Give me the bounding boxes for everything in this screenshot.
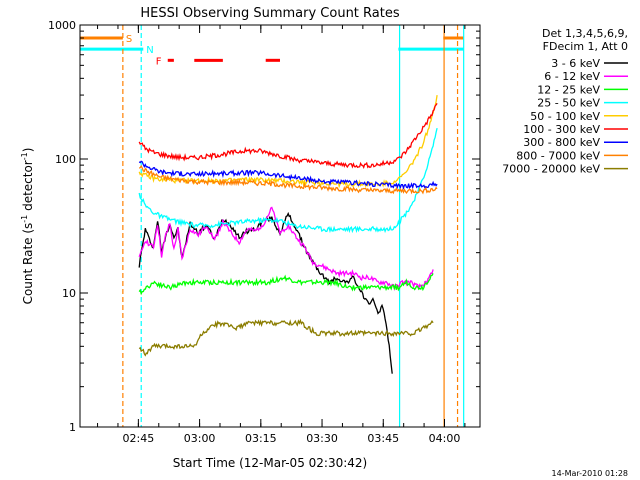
series-line-1 — [138, 206, 434, 292]
x-tick-label-5: 04:00 — [429, 432, 461, 445]
legend-label-6: 300 - 800 keV — [523, 136, 600, 149]
legend-label-1: 6 - 12 keV — [544, 70, 600, 83]
y-axis-label: Count Rate (s-1 detector-1) — [20, 148, 35, 305]
legend-label-0: 3 - 6 keV — [551, 57, 600, 70]
y-tick-label-2: 100 — [55, 153, 76, 166]
x-tick-label-3: 03:30 — [306, 432, 338, 445]
series-line-4 — [138, 94, 438, 189]
y-axis-label-sup2: -1 — [20, 152, 29, 160]
series-lines — [138, 94, 438, 374]
legend-label-5: 100 - 300 keV — [523, 123, 600, 136]
legend-label-2: 12 - 25 keV — [537, 83, 600, 96]
chart-title: HESSI Observing Summary Count Rates — [140, 6, 399, 21]
legend-label-7: 800 - 7000 keV — [516, 149, 600, 162]
series-line-5 — [138, 103, 438, 169]
series-line-6 — [138, 160, 438, 191]
axis-ticks — [80, 24, 480, 428]
tick-labels: 02:45 03:00 03:15 03:30 03:45 04:00 1 10 100 1000 — [48, 19, 460, 445]
x-tick-label-1: 03:00 — [184, 432, 216, 445]
x-tick-label-0: 02:45 — [123, 432, 155, 445]
legend-header-1: FDecim 1, Att 0 — [543, 40, 628, 53]
y-axis-label-part1: Count Rate (s — [21, 223, 35, 305]
marker-bars: S NF — [80, 34, 464, 67]
vertical-lines — [122, 25, 465, 427]
y-tick-label-0: 1 — [69, 421, 76, 434]
series-line-7 — [138, 164, 438, 195]
legend-label-8: 7000 - 20000 keV — [502, 163, 600, 176]
x-axis-label: Start Time (12-Mar-05 02:30:42) — [173, 456, 367, 470]
y-axis-label-sup1: -1 — [20, 215, 29, 223]
plot-frame — [79, 24, 481, 428]
series-line-3 — [138, 127, 438, 234]
marker-label-n: N — [146, 45, 153, 56]
legend-label-4: 50 - 100 keV — [530, 110, 600, 123]
y-tick-label-3: 1000 — [48, 19, 76, 32]
x-tick-label-2: 03:15 — [245, 432, 277, 445]
x-tick-label-4: 03:45 — [367, 432, 399, 445]
legend-label-3: 25 - 50 keV — [537, 97, 600, 110]
legend-header-0: Det 1,3,4,5,6,9, — [542, 27, 628, 40]
legend: Det 1,3,4,5,6,9,FDecim 1, Att 0 3 - 6 keV… — [502, 27, 628, 176]
marker-label-s: S — [126, 34, 132, 45]
y-axis-label-part3: ) — [21, 148, 35, 153]
y-tick-label-1: 10 — [62, 287, 76, 300]
series-line-8 — [138, 318, 434, 357]
y-axis-label-part2: detector — [21, 160, 35, 215]
marker-label-f: F — [156, 56, 162, 67]
timestamp: 14-Mar-2010 01:28 — [552, 469, 629, 478]
series-line-2 — [138, 273, 434, 296]
